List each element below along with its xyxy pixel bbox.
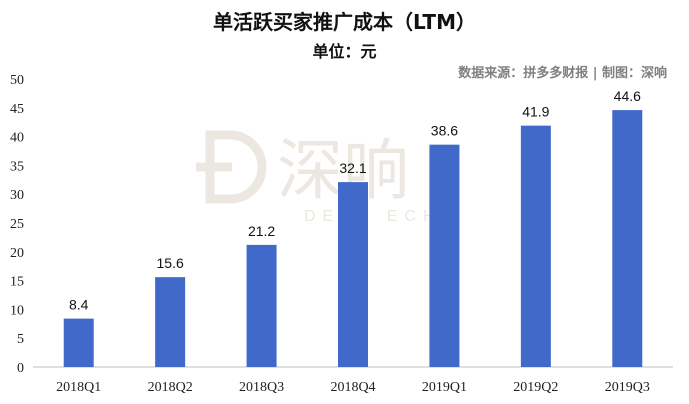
- y-tick-label: 10: [10, 303, 24, 318]
- x-tick-label: 2018Q2: [148, 380, 193, 395]
- y-tick-label: 25: [10, 217, 24, 232]
- bar-value-labels: 8.4 15.6 21.2 32.1 38.6 41.9 44.6: [69, 88, 641, 313]
- x-tick-label: 2019Q3: [605, 380, 650, 395]
- data-source-note: 数据来源：拼多多财报 | 制图：深响: [458, 66, 667, 81]
- value-label-2018q4: 32.1: [339, 160, 366, 176]
- chart-title: 单活跃买家推广成本（LTM）: [213, 10, 476, 34]
- y-tick-label: 45: [10, 102, 24, 117]
- value-label-2019q1: 38.6: [431, 123, 458, 139]
- y-tick-label: 30: [10, 188, 24, 203]
- bar-2019q1: [429, 144, 460, 367]
- bar-2019q3: [612, 110, 643, 367]
- y-tick-label: 35: [10, 159, 24, 174]
- value-label-2019q2: 41.9: [522, 104, 549, 120]
- y-tick-label: 15: [10, 275, 24, 290]
- y-tick-label: 40: [10, 131, 24, 146]
- y-tick-label: 0: [17, 361, 24, 376]
- bar-2018q2: [155, 277, 186, 367]
- bar-2018q3: [246, 244, 277, 367]
- x-tick-label: 2019Q2: [513, 380, 558, 395]
- bar-series: [63, 110, 643, 367]
- x-axis: 2018Q1 2018Q2 2018Q3 2018Q4 2019Q1 2019Q2 2019…: [33, 366, 673, 395]
- x-tick-label: 2018Q4: [330, 380, 375, 395]
- y-tick-label: 5: [17, 332, 24, 347]
- value-label-2019q3: 44.6: [614, 88, 641, 104]
- value-label-2018q3: 21.2: [248, 223, 275, 239]
- x-tick-label: 2018Q1: [56, 380, 101, 395]
- bar-2018q1: [63, 318, 94, 367]
- y-tick-label: 20: [10, 246, 24, 261]
- chart-subtitle: 单位：元: [312, 42, 377, 61]
- y-tick-label: 50: [10, 73, 24, 88]
- y-axis: 0 5 10 15 20 25 30 35 40 45 50: [10, 73, 24, 376]
- bar-2019q2: [520, 125, 551, 367]
- x-tick-label: 2018Q3: [239, 380, 284, 395]
- x-tick-label: 2019Q1: [422, 380, 467, 395]
- bar-2018q4: [338, 182, 368, 367]
- value-label-2018q2: 15.6: [157, 255, 184, 271]
- value-label-2018q1: 8.4: [69, 297, 89, 313]
